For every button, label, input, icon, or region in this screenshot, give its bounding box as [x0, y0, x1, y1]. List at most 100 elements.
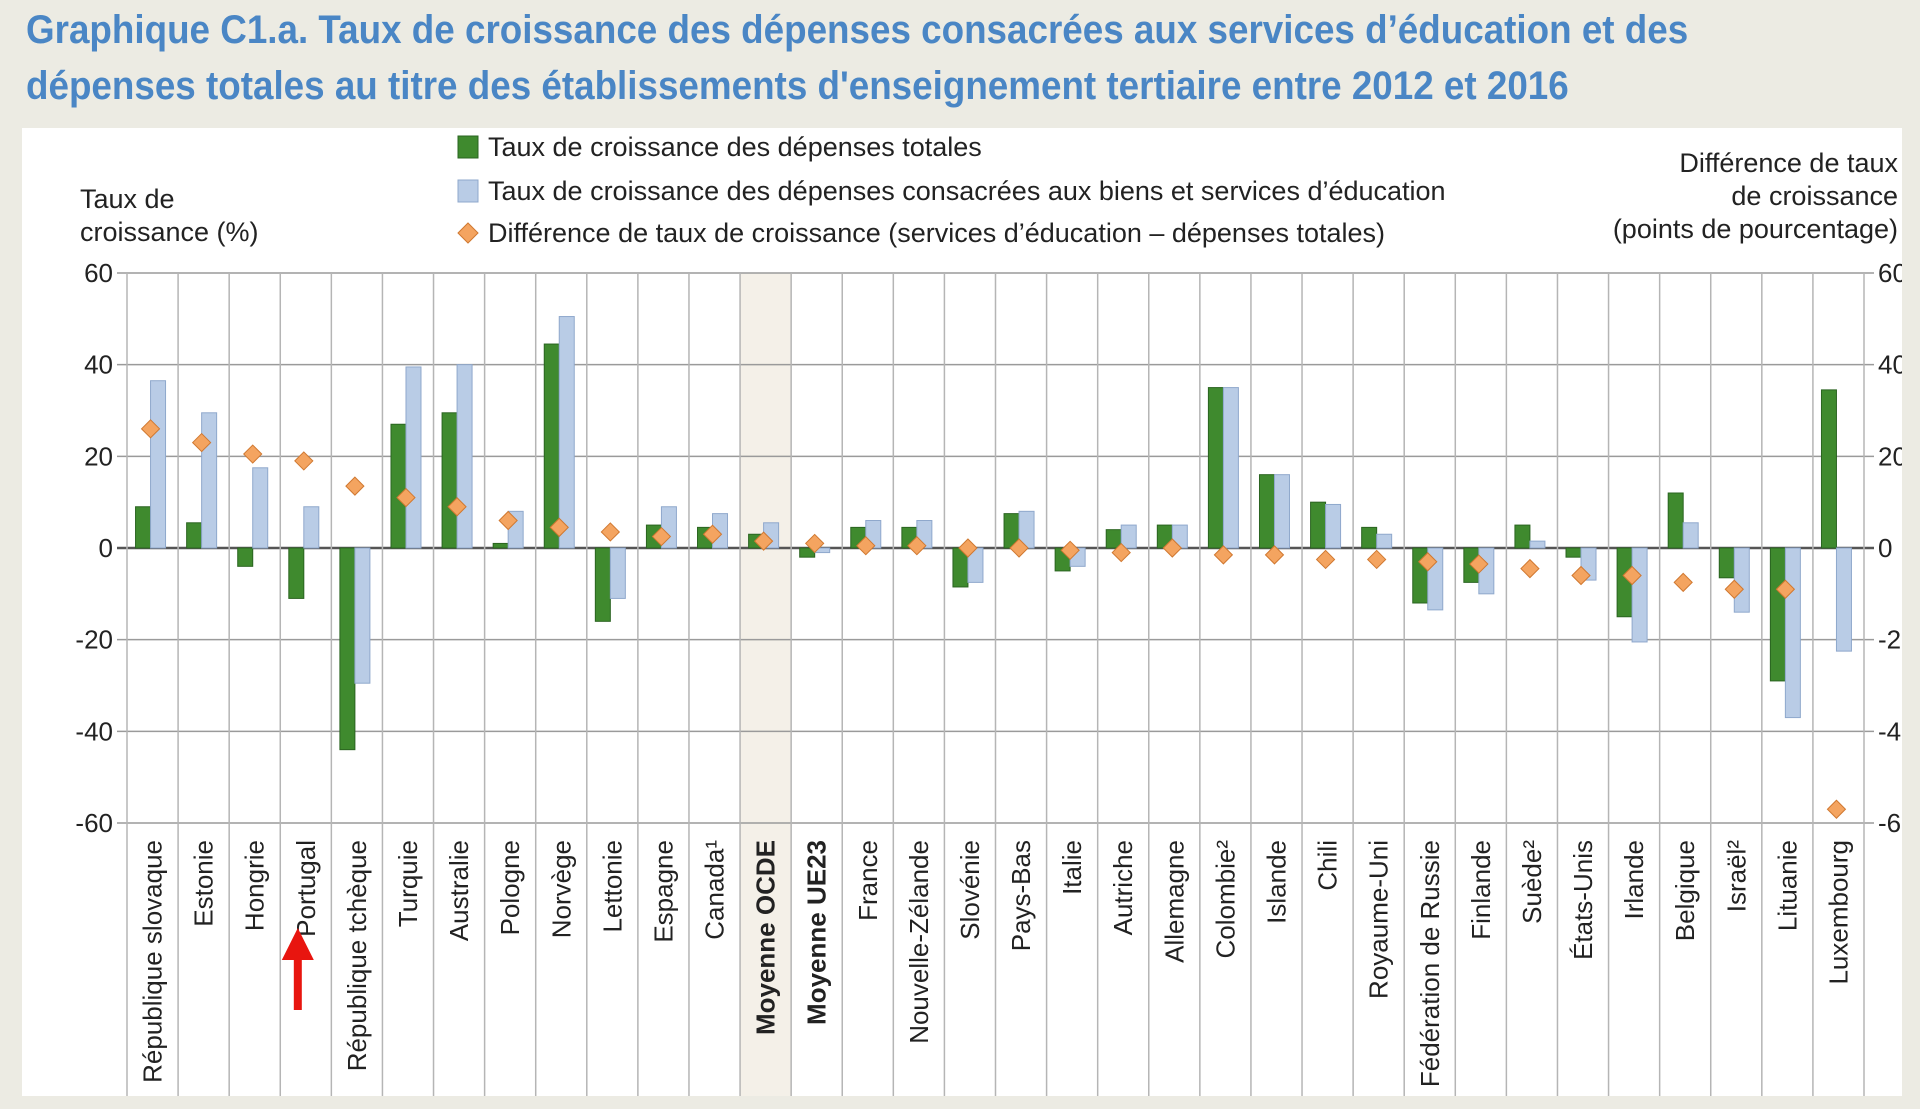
difference-marker: [191, 432, 212, 453]
bar-education-spending: [1325, 503, 1342, 549]
bar-education-spending: [1835, 547, 1852, 652]
bar-total-spending: [1310, 501, 1327, 549]
difference-marker: [1366, 549, 1387, 570]
difference-marker: [1571, 565, 1591, 586]
bar-education-spending: [1376, 533, 1393, 549]
category-label: Chili: [1313, 840, 1343, 891]
legend-label-difference: Différence de taux de croissance (servic…: [488, 218, 1385, 248]
difference-marker: [1775, 579, 1796, 599]
bar-total-spending: [1718, 547, 1735, 579]
chart-title: Graphique C1.a. Taux de croissance des d…: [26, 2, 1756, 114]
category-label: Moyenne OCDE: [751, 840, 781, 1035]
y-tick-label-right: -60: [1878, 808, 1902, 838]
category-label: Hongrie: [240, 840, 270, 931]
category-label: Canada¹: [700, 840, 730, 940]
legend-swatch-total: [457, 135, 479, 159]
category-label: Royaume-Uni: [1364, 840, 1394, 999]
difference-marker: [549, 517, 569, 538]
difference-marker: [1520, 558, 1540, 579]
category-label: Suède²: [1517, 840, 1547, 924]
bar-total-spending: [543, 343, 560, 549]
y-tick-label-right: 20: [1878, 441, 1902, 471]
difference-marker: [1111, 542, 1131, 563]
category-label: Fédération de Russie: [1415, 840, 1445, 1087]
category-label: République slovaque: [138, 840, 168, 1083]
category-label: Lituanie: [1772, 840, 1802, 931]
category-label: République tchèque: [342, 840, 372, 1071]
difference-marker: [345, 476, 365, 496]
bar-education-spending: [354, 547, 371, 684]
bar-total-spending: [1565, 547, 1582, 558]
category-label: Colombie²: [1210, 840, 1240, 959]
bar-total-spending: [339, 547, 356, 751]
legend-label-education: Taux de croissance des dépenses consacré…: [488, 176, 1446, 206]
bar-total-spending: [1667, 492, 1684, 549]
y-tick-label-left: 0: [99, 533, 113, 563]
bar-education-spending: [1529, 540, 1546, 549]
difference-marker: [294, 451, 314, 471]
category-label: Moyenne UE23: [802, 840, 832, 1025]
difference-marker: [396, 487, 416, 508]
difference-marker: [1673, 572, 1693, 593]
difference-marker: [753, 531, 774, 551]
y-axis-title-right: Différence de taux: [1679, 148, 1898, 178]
bar-education-spending: [1273, 474, 1290, 549]
bar-education-spending: [1120, 524, 1137, 549]
category-label: Lettonie: [597, 840, 627, 933]
bar-total-spending: [1514, 524, 1531, 549]
legend-swatch-difference: [457, 222, 479, 244]
category-label: France: [853, 840, 883, 921]
bar-total-spending: [441, 412, 458, 549]
y-tick-label-right: -20: [1878, 625, 1902, 655]
category-label: Belgique: [1670, 840, 1700, 941]
difference-marker: [1418, 552, 1438, 572]
bar-total-spending: [186, 522, 203, 549]
bar-education-spending: [1682, 522, 1699, 549]
bar-education-spending: [1784, 547, 1801, 719]
difference-marker: [958, 538, 978, 558]
difference-marker: [651, 526, 672, 547]
bar-total-spending: [135, 506, 152, 549]
category-label: Pays-Bas: [1006, 840, 1036, 951]
category-label: Turquie: [393, 840, 423, 927]
y-tick-label-left: -60: [75, 808, 113, 838]
bar-education-spending: [252, 467, 269, 549]
category-label: Finlande: [1466, 840, 1496, 940]
arrow-head: [281, 928, 314, 960]
category-label: Portugal: [291, 840, 321, 937]
bar-total-spending: [288, 547, 305, 599]
difference-marker: [498, 510, 518, 531]
bar-total-spending: [594, 547, 611, 622]
bar-total-spending: [237, 547, 254, 567]
bar-education-spending: [405, 366, 422, 549]
difference-marker: [1264, 545, 1285, 565]
difference-marker: [907, 536, 927, 556]
bar-education-spending: [609, 547, 626, 599]
chart-title-line-2: dépenses totales au titre des établissem…: [26, 64, 1569, 108]
category-label: Pologne: [495, 840, 525, 935]
chart-panel: 60 60 40 40 20 20 0 0 -20 -20 -40 -40 -60 -60 Républiq…: [22, 128, 1902, 1096]
y-axis-title-left: croissance (%): [80, 217, 259, 247]
difference-marker: [1162, 538, 1183, 558]
difference-marker: [140, 419, 161, 439]
bar-education-spending: [150, 380, 167, 549]
bar-education-spending: [558, 316, 575, 549]
category-label: Autriche: [1108, 840, 1138, 935]
category-label: États-Unis: [1568, 840, 1598, 960]
difference-marker: [1724, 579, 1744, 599]
difference-marker: [856, 536, 876, 556]
bar-education-spending: [201, 412, 218, 549]
bar-total-spending: [1361, 526, 1378, 549]
difference-marker: [804, 533, 825, 554]
y-tick-label-right: 0: [1878, 533, 1892, 563]
bar-total-spending: [1769, 547, 1786, 682]
category-label: Estonie: [189, 840, 219, 927]
difference-marker: [1315, 549, 1336, 570]
y-axis-title-right: (points de pourcentage): [1613, 214, 1898, 244]
y-tick-label-left: 20: [84, 441, 113, 471]
oecd-average-shaded-column: [740, 273, 792, 1096]
category-label: Italie: [1057, 840, 1087, 895]
red-up-arrow-icon: [281, 928, 314, 1010]
bar-education-spending: [1631, 547, 1648, 643]
category-label: Espagne: [648, 840, 678, 943]
